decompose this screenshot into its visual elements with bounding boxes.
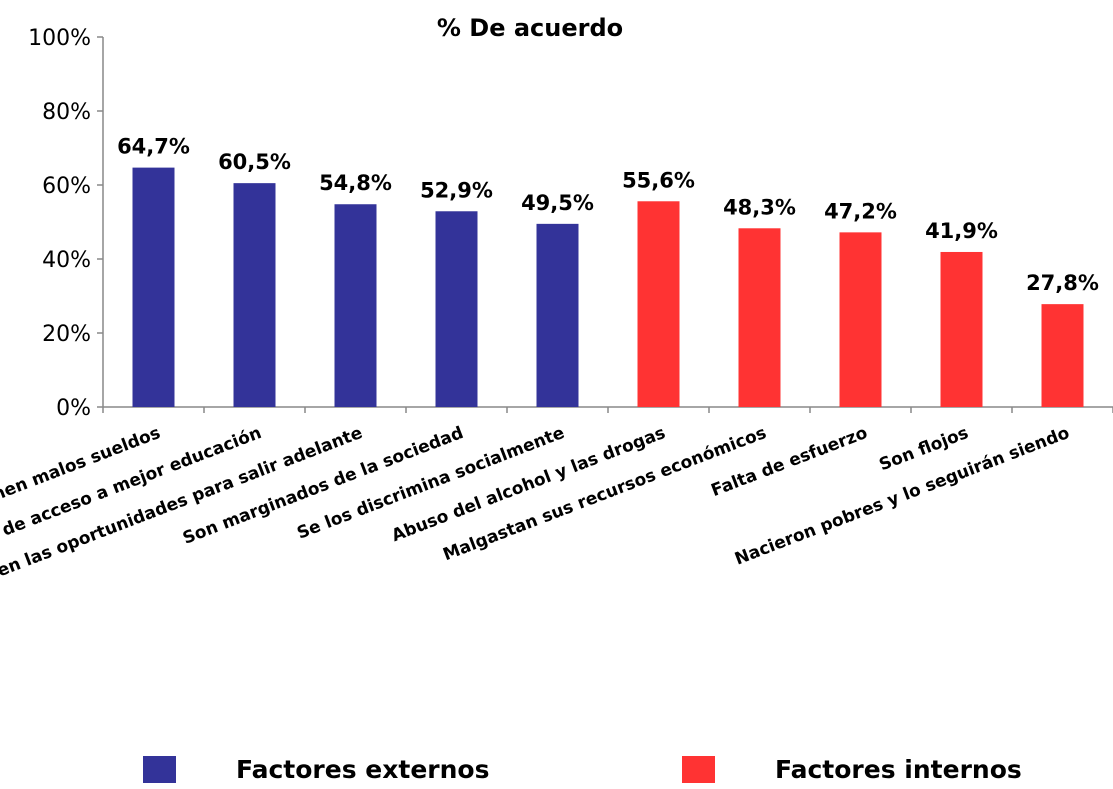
bars	[132, 167, 1084, 407]
y-tick-label: 100%	[28, 26, 91, 51]
legend-label-externos: Factores externos	[236, 755, 490, 784]
bar	[536, 223, 579, 407]
bar	[132, 167, 175, 407]
data-label: 41,9%	[925, 219, 998, 243]
y-tick-label: 40%	[42, 248, 91, 273]
y-tick-label: 80%	[42, 100, 91, 125]
bar	[738, 228, 781, 407]
bar	[637, 201, 680, 407]
legend-swatch-internos	[682, 756, 715, 783]
legend-item-externos: Factores externos	[143, 755, 489, 784]
data-label: 48,3%	[723, 195, 796, 219]
data-label: 60,5%	[218, 150, 291, 174]
x-tick-label: Nacieron pobres y lo seguirán siendo	[732, 423, 1072, 569]
bar	[940, 251, 983, 407]
legend-swatch-externos	[143, 756, 176, 783]
y-tick-label: 20%	[42, 322, 91, 347]
bar	[839, 232, 882, 407]
y-tick-label: 60%	[42, 174, 91, 199]
value-labels: 64,7% 60,5% 54,8% 52,9% 49,5% 55,6% 48,3% 47,2%…	[117, 135, 1099, 296]
bar	[233, 183, 276, 407]
chart-title: % De acuerdo	[437, 14, 623, 42]
data-label: 27,8%	[1026, 271, 1099, 295]
data-label: 64,7%	[117, 135, 190, 159]
data-label: 55,6%	[622, 168, 695, 192]
y-tick-label: 0%	[56, 396, 91, 421]
legend-item-internos: Factores internos	[682, 755, 1022, 784]
legend-label-internos: Factores internos	[775, 755, 1022, 784]
bar	[1041, 304, 1084, 407]
bar	[435, 211, 478, 407]
data-label: 52,9%	[420, 178, 493, 202]
data-label: 49,5%	[521, 191, 594, 215]
bar	[334, 204, 377, 407]
category-labels: Tienen malos sueldosFalta de acceso a me…	[0, 423, 1072, 606]
axes: 0% 20% 40% 60% 80% 100%	[28, 26, 1113, 421]
data-label: 47,2%	[824, 199, 897, 223]
data-label: 54,8%	[319, 171, 392, 195]
